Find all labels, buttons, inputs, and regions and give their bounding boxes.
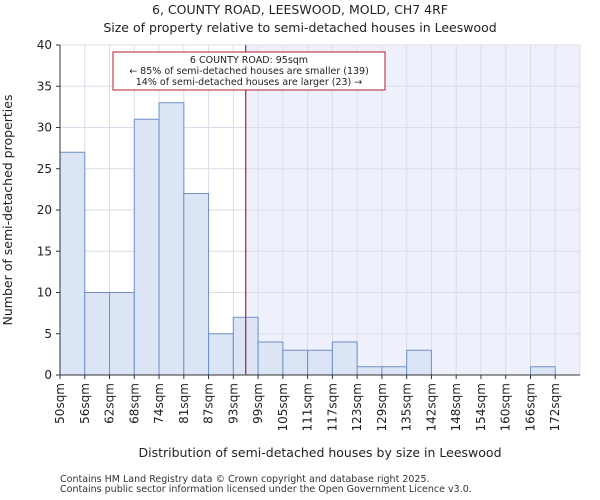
- chart-subtitle: Size of property relative to semi-detach…: [103, 20, 497, 35]
- histogram-bar: [307, 349, 333, 376]
- y-axis-label: Number of semi-detached properties: [0, 95, 15, 326]
- y-tick-label: 15: [37, 244, 52, 258]
- histogram-bar: [406, 349, 432, 376]
- x-tick-label: 160sqm: [499, 383, 513, 431]
- x-tick-label: 117sqm: [325, 383, 339, 431]
- histogram-bar: [158, 102, 185, 376]
- footer-licence: Contains public sector information licen…: [60, 484, 472, 495]
- histogram-bar: [356, 366, 383, 376]
- annotation-line: ← 85% of semi-detached houses are smalle…: [129, 66, 369, 77]
- x-tick-label: 62sqm: [103, 383, 117, 424]
- x-tick-label: 172sqm: [548, 383, 562, 431]
- x-tick-label: 135sqm: [400, 383, 414, 431]
- x-axis-label: Distribution of semi-detached houses by …: [138, 445, 501, 460]
- footer-copyright: Contains HM Land Registry data © Crown c…: [60, 474, 430, 485]
- annotation-line: 14% of semi-detached houses are larger (…: [136, 77, 363, 88]
- y-tick-label: 30: [37, 121, 52, 135]
- chart-title: 6, COUNTY ROAD, LEESWOOD, MOLD, CH7 4RF: [152, 2, 448, 17]
- histogram-bar: [208, 333, 234, 376]
- annotation-line: 6 COUNTY ROAD: 95sqm: [190, 55, 308, 66]
- x-tick-label: 166sqm: [523, 383, 537, 431]
- x-tick-label: 50sqm: [53, 383, 67, 424]
- histogram-bar: [133, 118, 160, 376]
- x-tick-label: 87sqm: [202, 383, 216, 424]
- x-tick-label: 123sqm: [350, 383, 364, 431]
- y-tick-label: 10: [37, 286, 52, 300]
- y-tick-label: 40: [37, 38, 52, 52]
- x-tick-label: 148sqm: [449, 383, 463, 431]
- histogram-bar: [109, 292, 135, 376]
- histogram-bar: [529, 366, 556, 376]
- x-tick-label: 93sqm: [226, 383, 240, 424]
- x-tick-label: 142sqm: [424, 383, 438, 431]
- y-tick-label: 5: [44, 327, 52, 341]
- histogram-bar: [257, 341, 284, 376]
- x-tick-label: 129sqm: [375, 383, 389, 431]
- histogram-bar: [282, 349, 309, 376]
- x-tick-label: 56sqm: [78, 383, 92, 424]
- y-tick-label: 25: [37, 162, 52, 176]
- x-tick-label: 154sqm: [474, 383, 488, 431]
- histogram-bar: [183, 193, 210, 376]
- annotation-box: [112, 51, 386, 91]
- histogram-bar: [331, 341, 358, 376]
- x-tick-label: 111sqm: [301, 383, 315, 431]
- histogram-bar: [381, 366, 408, 376]
- y-tick-label: 35: [37, 79, 52, 93]
- x-tick-label: 99sqm: [251, 383, 265, 424]
- x-tick-label: 74sqm: [152, 383, 166, 424]
- x-tick-label: 81sqm: [177, 383, 191, 424]
- y-tick-label: 0: [44, 368, 52, 382]
- x-tick-label: 105sqm: [276, 383, 290, 431]
- x-tick-label: 68sqm: [127, 383, 141, 424]
- histogram-chart: 0 5 10 15 20 25 30 35 40 50sqm 56sqm 62sqm 68sqm 74sq…: [0, 38, 581, 460]
- y-tick-label: 20: [37, 203, 52, 217]
- histogram-bar: [59, 151, 86, 376]
- histogram-bar: [84, 292, 111, 376]
